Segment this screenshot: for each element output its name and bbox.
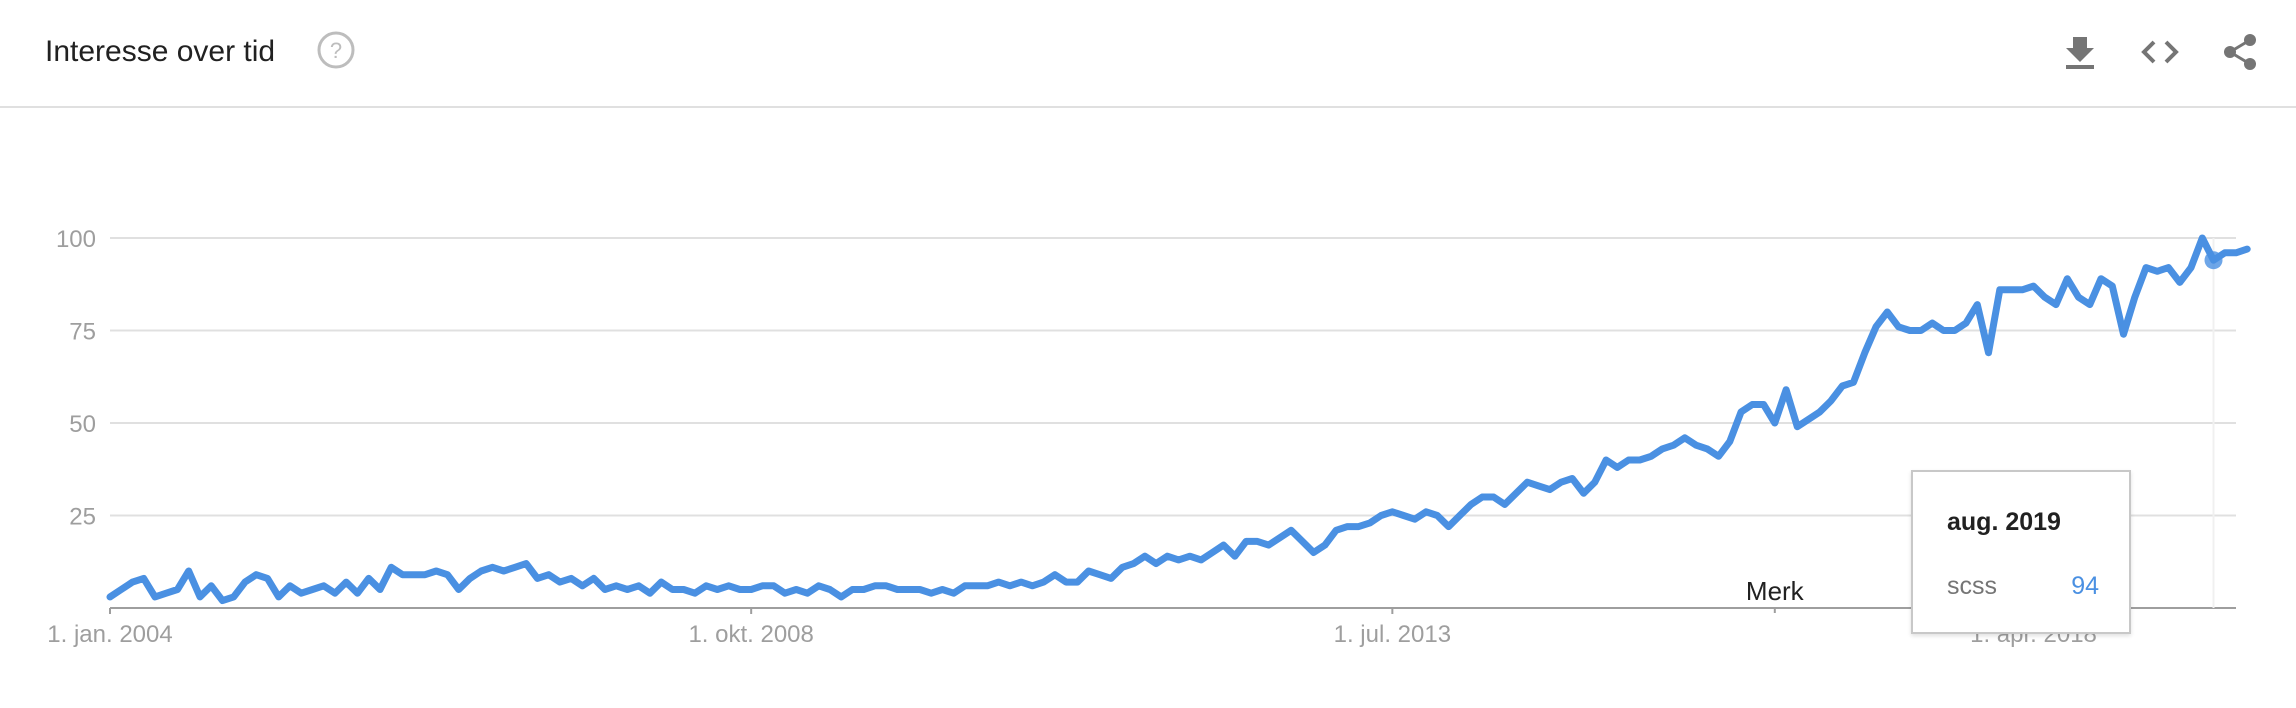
code-icon[interactable] (2140, 32, 2180, 72)
data-tooltip: aug. 2019 scss 94 (1911, 470, 2131, 634)
svg-text:?: ? (330, 38, 342, 63)
y-tick-label: 75 (69, 319, 96, 346)
grid-lines (110, 237, 2236, 609)
download-icon[interactable] (2060, 32, 2100, 72)
tooltip-value: 94 (2071, 572, 2099, 600)
tooltip-date: aug. 2019 (1947, 508, 2061, 536)
x-tick-label: 1. jan. 2004 (47, 621, 172, 648)
chart-header: Interesse over tid ? (0, 0, 2296, 108)
annotation: Merk (1746, 238, 2215, 613)
x-tick-label: 1. okt. 2008 (688, 621, 813, 648)
highlight-point (2204, 251, 2223, 270)
help-circle-icon[interactable]: ? (316, 30, 356, 70)
x-axis-labels: 1. jan. 2004 1. okt. 2008 1. jul. 2013 1. a… (47, 608, 2097, 648)
series-scss (106, 234, 2251, 605)
y-tick-label: 100 (56, 226, 96, 253)
annotation-label: Merk (1746, 576, 1805, 606)
tooltip-term: scss (1947, 572, 1997, 600)
share-icon[interactable] (2220, 32, 2260, 72)
y-tick-label: 50 (69, 411, 96, 438)
series-line-scss (106, 234, 2251, 605)
y-tick-label: 25 (69, 504, 96, 531)
y-axis-labels: 25 50 75 100 (56, 226, 96, 531)
line-chart: 25 50 75 100 1. jan. 2004 1. okt. 2008 1. jul… (47, 226, 2251, 648)
chart-title: Interesse over tid (45, 35, 276, 68)
x-tick-label: 1. jul. 2013 (1334, 621, 1451, 648)
